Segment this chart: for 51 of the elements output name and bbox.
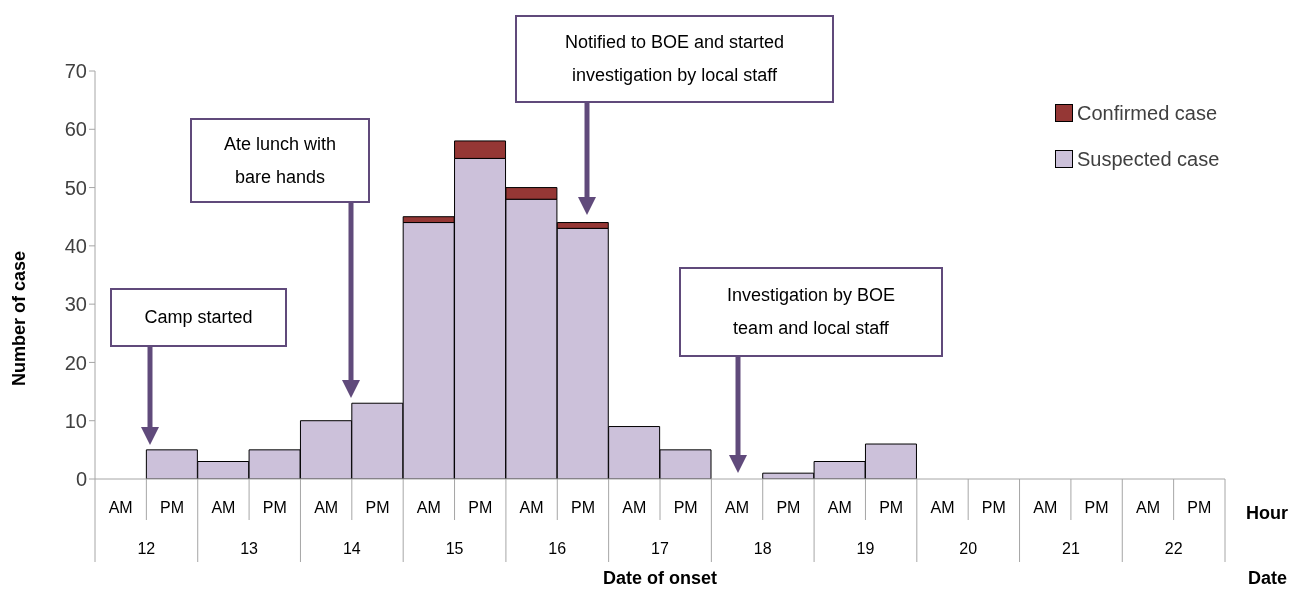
y-tick-label: 60: [64, 118, 87, 141]
x-tick-label: PM: [673, 499, 698, 516]
x-tick-label: PM: [981, 499, 1006, 516]
text: 21: [1062, 540, 1080, 557]
y-tick-label: 0: [75, 468, 87, 491]
legend-label: Confirmed case: [1077, 101, 1218, 125]
y-tick-label: 70: [64, 60, 87, 83]
x-tick-label: AM: [211, 499, 236, 516]
x-tick-label: PM: [1084, 499, 1109, 516]
y-tick-label: 30: [64, 293, 87, 316]
legend-label: Suspected case: [1077, 147, 1220, 171]
text: 15: [445, 540, 464, 557]
x-tick-label: PM: [1187, 499, 1212, 516]
callout-box: Notified to BOE and started investigation by local staff: [515, 15, 834, 103]
text: 22: [1164, 540, 1183, 557]
y-tick-label: 40: [64, 234, 87, 257]
text: Date: [1248, 568, 1288, 589]
x-tick-label: PM: [262, 499, 287, 516]
text: 17: [651, 540, 669, 557]
y-tick-label: 20: [64, 351, 87, 374]
x-tick-label: AM: [416, 499, 441, 516]
x-axis-title: Date of onset: [602, 568, 718, 589]
callout-box: Ate lunch with bare hands: [190, 118, 370, 203]
x-tick-label: AM: [930, 499, 955, 516]
y-axis-title: Number of case: [9, 250, 31, 386]
x-tick-label: PM: [468, 499, 493, 516]
callout-box: Investigation by BOE team and local staff: [679, 267, 943, 357]
text: 19: [856, 540, 875, 557]
x-tick-label: AM: [725, 499, 750, 516]
text: 16: [548, 540, 567, 557]
y-tick-label: 50: [64, 176, 87, 199]
callout-box: Camp started: [110, 288, 287, 347]
x-tick-label: AM: [1135, 499, 1160, 516]
x-tick-label: PM: [160, 499, 185, 516]
text: 20: [959, 540, 978, 557]
text: 14: [342, 540, 361, 557]
x-tick-label: PM: [365, 499, 390, 516]
text: 12: [137, 540, 156, 557]
x-tick-label: PM: [776, 499, 801, 516]
text: Hour: [1246, 503, 1288, 524]
text: 13: [240, 540, 259, 557]
y-tick-label: 10: [64, 409, 87, 432]
text: 18: [753, 540, 772, 557]
x-tick-label: PM: [879, 499, 904, 516]
x-tick-label: AM: [1033, 499, 1058, 516]
x-tick-label: AM: [314, 499, 339, 516]
x-tick-label: AM: [519, 499, 544, 516]
x-tick-label: AM: [622, 499, 647, 516]
x-tick-label: AM: [827, 499, 852, 516]
x-tick-label: AM: [108, 499, 133, 516]
x-tick-label: PM: [570, 499, 595, 516]
